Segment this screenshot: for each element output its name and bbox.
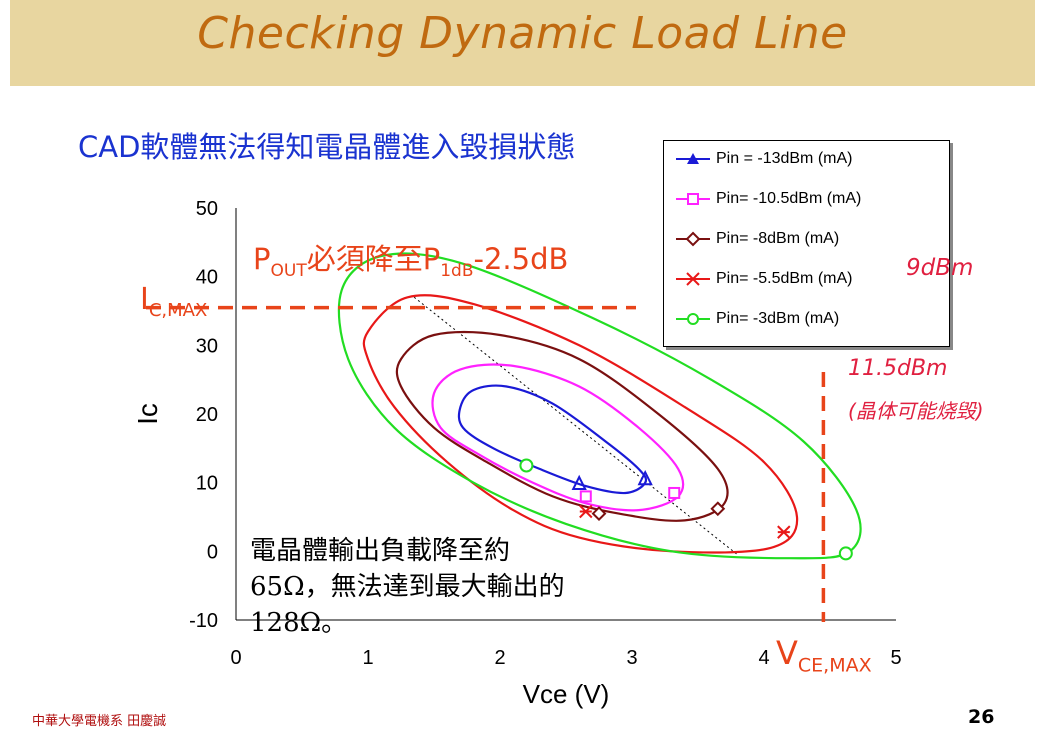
pout-mid: 必須降至P (306, 242, 441, 276)
data-point (519, 458, 534, 473)
x-tick-label: 5 (890, 647, 901, 669)
note-line-1: 電晶體輸出負載降至約 (250, 536, 511, 566)
legend-item-8dbm: Pin= -8dBm (mA) (676, 225, 839, 253)
series-markers (519, 458, 853, 561)
legend-square-icon (676, 193, 710, 205)
pout-end: -2.5dB (473, 242, 569, 276)
legend-label: Pin= -5.5dBm (mA) (716, 270, 853, 287)
data-point (710, 501, 726, 517)
x-tick-label: 4 (758, 647, 769, 669)
y-tick-label: 20 (196, 404, 218, 426)
x-axis-label: Vce (V) (523, 679, 610, 709)
series-curve-3 (362, 294, 799, 554)
legend-item-5-5dbm: Pin= -5.5dBm (mA) (676, 265, 852, 293)
data-point (838, 546, 853, 561)
x-tick-label: 3 (626, 647, 637, 669)
y-tick-label: 0 (207, 541, 218, 563)
legend-label: Pin = -13dBm (mA) (716, 150, 853, 167)
footer-left: 中華大學電機系 田慶誠 (32, 714, 167, 729)
icmax-sub: C,MAX (148, 300, 208, 321)
note-line-3: 128Ω。 (250, 608, 348, 638)
y-tick-label: -10 (189, 610, 218, 632)
series-curve-1 (431, 363, 685, 512)
icmax-label: IC,MAX (140, 282, 207, 321)
icmax-main: I (140, 282, 149, 317)
note-line-2: 65Ω，無法達到最大輸出的 (250, 572, 565, 602)
load-line (413, 296, 738, 556)
data-point (579, 490, 592, 503)
y-axis-label: Ic (132, 403, 163, 425)
note-text: 電晶體輸出負載降至約 65Ω，無法達到最大輸出的 128Ω。 (250, 533, 670, 641)
hand-note-11-5dbm: 11.5dBm (848, 356, 948, 381)
vcemax-sub: CE,MAX (797, 654, 872, 677)
y-tick-label: 10 (196, 473, 218, 495)
x-tick-label: 0 (230, 647, 241, 669)
hand-note-burn: (晶体可能烧毁) (848, 399, 984, 423)
series-curve-0 (457, 384, 648, 495)
legend-label: Pin= -3dBm (mA) (716, 310, 840, 327)
chart-axes (235, 208, 896, 621)
slide-subtitle: CAD軟體無法得知電晶體進入毀損狀態 (78, 130, 576, 164)
x-tick-label: 2 (494, 647, 505, 669)
legend-item-13dbm: Pin = -13dBm (mA) (676, 145, 852, 173)
vcemax-label: VCE,MAX (776, 634, 872, 676)
data-point (579, 504, 593, 519)
data-point (591, 506, 607, 521)
vcemax-main: V (776, 634, 798, 672)
pout-sub1: OUT (270, 260, 307, 281)
slide-title: Checking Dynamic Load Line (197, 8, 848, 59)
x-tick-label: 1 (362, 647, 373, 669)
data-point (637, 469, 653, 486)
legend-triangle-icon (676, 153, 710, 164)
legend-label: Pin= -10.5dBm (mA) (716, 190, 862, 207)
pout-main: P (253, 242, 271, 276)
pout-annotation: POUT必須降至P1dB-2.5dB (253, 236, 568, 281)
hand-note-9dbm: 9dBm (906, 255, 974, 281)
legend-item-10-5dbm: Pin= -10.5dBm (mA) (676, 185, 861, 213)
title-band (10, 0, 1035, 86)
page-number: 26 (968, 706, 995, 728)
data-point (777, 525, 791, 539)
legend-label: Pin= -8dBm (mA) (716, 230, 840, 247)
pout-sub2: 1dB (440, 260, 474, 281)
chart-legend: Pin = -13dBm (mA) Pin= -10.5dBm (mA) Pin… (663, 140, 950, 347)
data-point (571, 474, 587, 491)
legend-circle-icon (676, 313, 710, 325)
tick-labels: 0 1 2 3 4 5 -10 0 10 20 30 40 50 (189, 198, 901, 669)
y-tick-label: 30 (196, 335, 218, 357)
y-tick-label: 40 (196, 267, 218, 289)
data-point (668, 486, 681, 499)
limit-lines (146, 305, 826, 622)
legend-diamond-icon (676, 231, 710, 247)
y-tick-label: 50 (196, 198, 218, 220)
legend-star-icon (676, 272, 710, 286)
legend-item-3dbm: Pin= -3dBm (mA) (676, 305, 839, 333)
